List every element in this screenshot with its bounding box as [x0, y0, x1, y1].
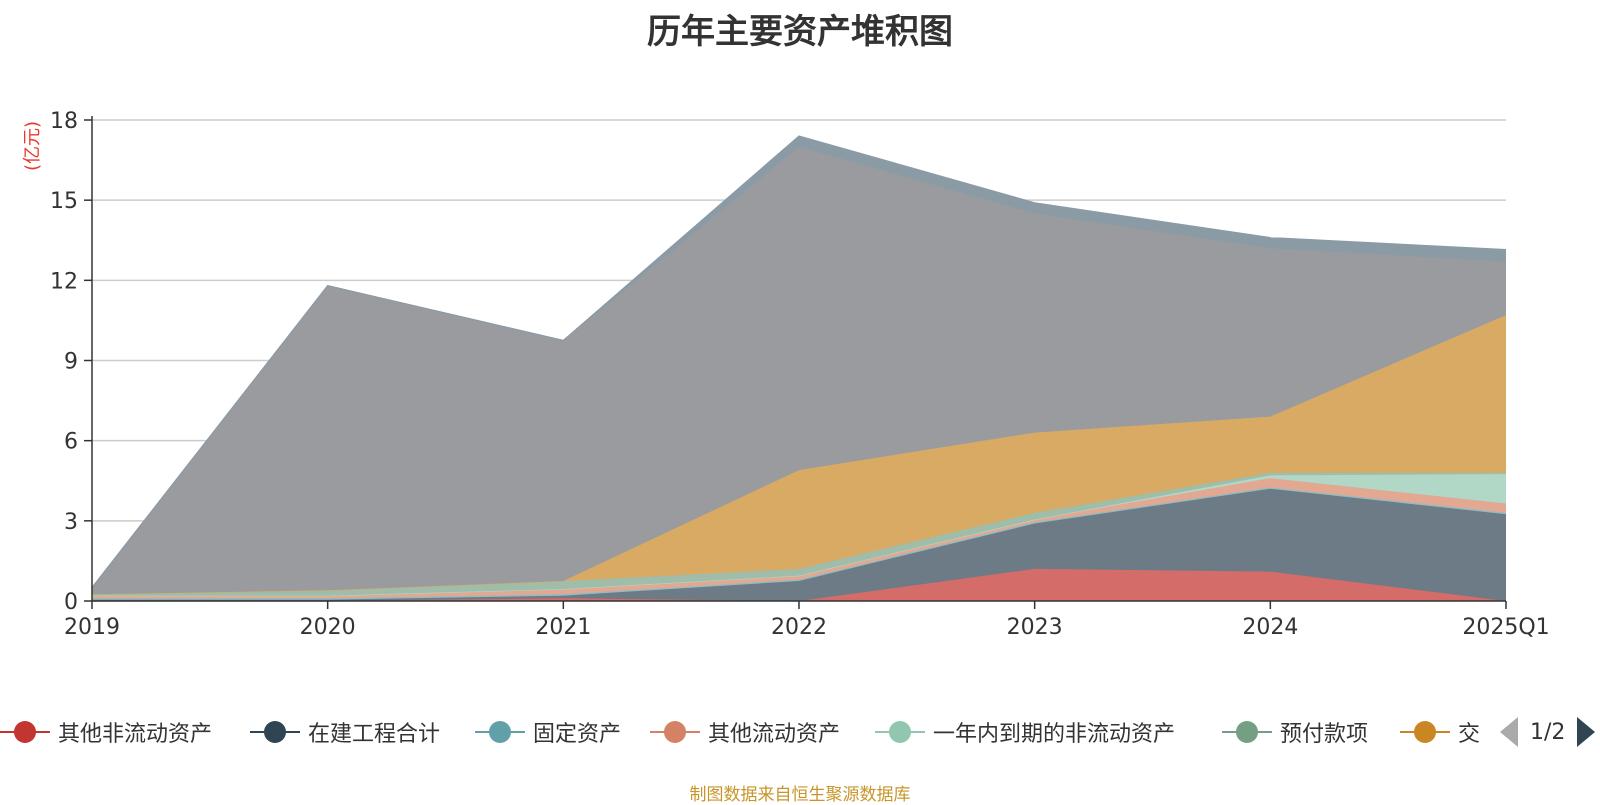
y-tick-label: 18 [50, 109, 78, 134]
x-tick-label: 2020 [300, 615, 356, 640]
x-tick-label: 2021 [535, 615, 591, 640]
legend-item[interactable]: 在建工程合计 [250, 712, 440, 752]
chart-title: 历年主要资产堆积图 [647, 12, 953, 52]
legend-label: 其他非流动资产 [58, 722, 213, 747]
x-tick-label: 2025Q1 [1462, 615, 1549, 640]
y-tick-label: 3 [64, 510, 78, 535]
source-note: 制图数据来自恒生聚源数据库 [689, 785, 911, 805]
legend-label: 交 [1458, 722, 1481, 747]
chevron-right-icon[interactable] [1577, 717, 1596, 747]
area-series-5[interactable] [92, 472, 1506, 596]
legend-label: 预付款项 [1280, 722, 1369, 747]
legend-marker-icon [650, 712, 700, 752]
legend-item[interactable]: 其他非流动资产 [0, 712, 212, 752]
area-series-2[interactable] [92, 487, 1506, 600]
area-series-1[interactable] [92, 488, 1506, 601]
legend-marker-icon [250, 712, 300, 752]
legend-item[interactable]: 预付款项 [1222, 712, 1368, 752]
area-line-8 [91, 135, 1507, 588]
legend-marker-icon [0, 712, 50, 752]
legend-marker-icon [875, 712, 925, 752]
area-series-7[interactable] [92, 146, 1506, 595]
y-tick-label: 6 [64, 430, 78, 455]
x-tick-label: 2019 [64, 615, 120, 640]
legend-item[interactable]: 固定资产 [475, 712, 621, 752]
legend-marker-icon [1222, 712, 1272, 752]
legend-label: 其他流动资产 [708, 722, 841, 747]
area-series-4[interactable] [92, 474, 1506, 596]
axes: 0 3 6 9 12 15 18 2019 2020 2021 2022 2023 2024 2025Q1 [50, 109, 1550, 640]
legend-item[interactable]: 交 [1400, 712, 1480, 752]
x-tick-label: 2023 [1007, 615, 1063, 640]
legend: 其他非流动资产 在建工程合计 固定资产 其他流动资产 一年内到期的非流动资产 预付款项 交 [0, 712, 1600, 752]
legend-item[interactable]: 一年内到期的非流动资产 [875, 712, 1175, 752]
legend-label: 固定资产 [533, 722, 622, 747]
x-tick-label: 2022 [771, 615, 827, 640]
y-axis-label: (亿元) [22, 121, 43, 171]
y-tick-label: 9 [64, 350, 78, 375]
legend-label: 在建工程合计 [308, 722, 441, 747]
legend-marker-icon [475, 712, 525, 752]
legend-page-indicator: 1/2 [1530, 719, 1566, 745]
y-tick-label: 15 [50, 189, 78, 214]
area-series-6[interactable] [92, 315, 1506, 595]
area-series-3[interactable] [92, 478, 1506, 599]
legend-marker-icon [1400, 712, 1450, 752]
legend-pager: 1/2 [1500, 712, 1596, 752]
area-series-0[interactable] [92, 568, 1506, 601]
legend-item[interactable]: 其他流动资产 [650, 712, 840, 752]
y-tick-label: 0 [64, 590, 78, 615]
chevron-left-icon[interactable] [1500, 717, 1518, 747]
area-layer [91, 135, 1507, 602]
x-tick-label: 2024 [1242, 615, 1298, 640]
legend-label: 一年内到期的非流动资产 [933, 722, 1176, 747]
y-tick-label: 12 [50, 269, 78, 294]
